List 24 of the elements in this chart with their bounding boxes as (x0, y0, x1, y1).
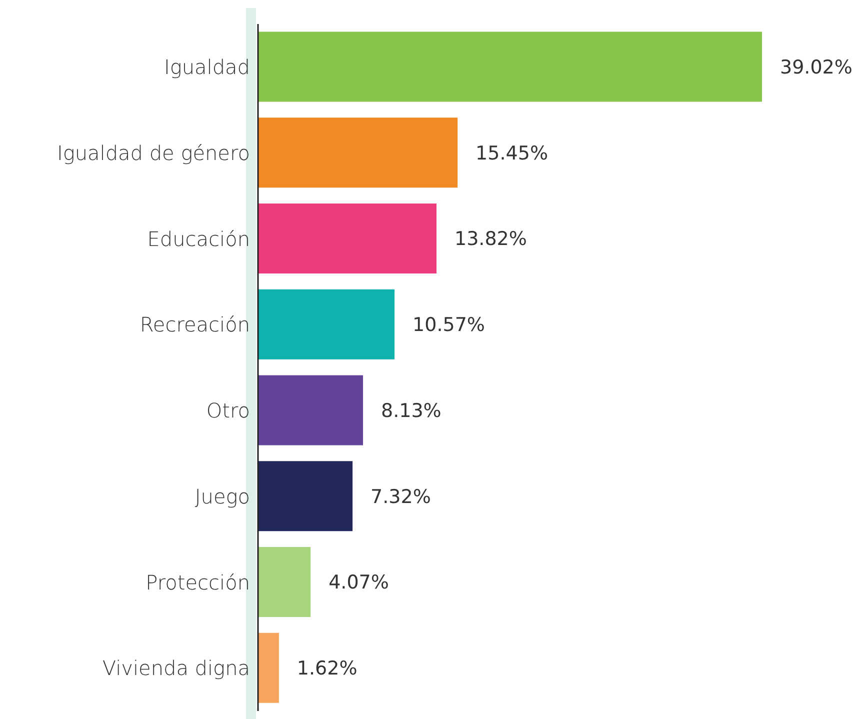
y-tick-label: Recreación (140, 312, 250, 337)
bar (258, 375, 364, 446)
data-label: 8.13% (381, 400, 442, 422)
data-label: 13.82% (454, 228, 527, 250)
y-tick-label: Igualdad (164, 55, 250, 80)
y-tick-label: Educación (147, 226, 250, 251)
y-tick-label: Otro (206, 398, 250, 423)
data-label: 15.45% (476, 142, 548, 164)
y-tick-label: Juego (194, 484, 250, 508)
bar (258, 632, 279, 703)
y-tick-label: Protección (146, 570, 250, 594)
data-label: 7.32% (370, 486, 431, 508)
bar (258, 546, 311, 617)
bar (258, 289, 395, 360)
data-label: 4.07% (328, 572, 389, 594)
y-tick-label: Igualdad de género (56, 140, 250, 165)
bar (258, 118, 458, 188)
data-label: 39.02% (780, 56, 852, 78)
y-tick-label: Vivienda digna (102, 656, 250, 680)
data-label: 1.62% (296, 658, 358, 680)
bar (258, 32, 762, 102)
bar (258, 461, 353, 532)
bar (258, 203, 437, 274)
data-label: 10.57% (412, 314, 485, 336)
